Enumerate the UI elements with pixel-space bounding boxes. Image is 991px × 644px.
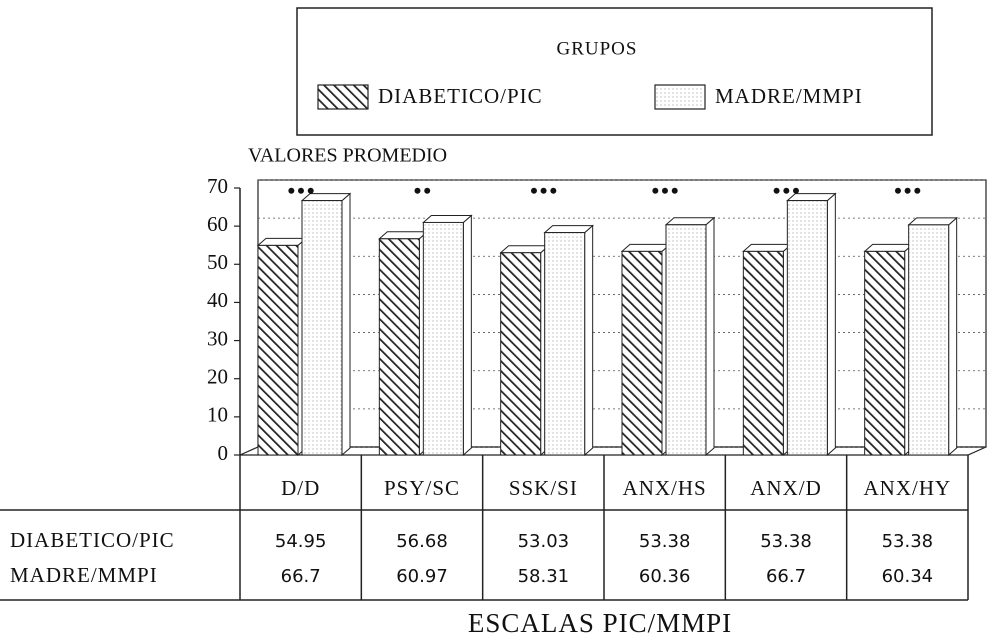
bar-top: [256, 237, 308, 246]
table-row-label: DIABETICO/PIC: [10, 528, 175, 552]
x-tick-label: D/D: [281, 476, 320, 500]
bar: [500, 252, 542, 456]
table-row-label: MADRE/MMPI: [10, 563, 158, 587]
bar-top: [620, 243, 672, 252]
table-cell: 53.38: [760, 531, 812, 552]
bar: [864, 250, 906, 456]
y-tick-label: 70: [207, 174, 228, 198]
bar-side: [462, 214, 472, 457]
bar: [621, 250, 663, 456]
bar-top: [422, 214, 473, 223]
table-cell: 66.7: [281, 566, 321, 587]
y-tick-label: 60: [207, 212, 228, 236]
bar-top: [742, 243, 793, 252]
legend-swatch: [654, 84, 706, 110]
x-tick-label: ANX/HY: [863, 476, 951, 500]
bar: [665, 224, 707, 456]
y-axis-label: VALORES PROMEDIO: [248, 145, 447, 167]
legend-label: DIABETICO/PIC: [378, 84, 543, 108]
bar-top: [499, 245, 550, 254]
bar-side: [948, 216, 958, 457]
bar: [742, 250, 784, 456]
table-cell: 60.97: [396, 566, 448, 587]
y-tick-label: 40: [207, 288, 228, 312]
bar-side: [705, 216, 715, 457]
y-tick-label: 20: [207, 365, 228, 389]
legend-title: GRUPOS: [557, 38, 638, 59]
bar: [786, 200, 828, 456]
annotation: ••: [414, 178, 433, 203]
bar-side: [826, 192, 836, 457]
x-tick-label: PSY/SC: [384, 476, 460, 500]
bar: [422, 221, 464, 456]
bar-top: [543, 225, 594, 234]
bar: [544, 232, 586, 456]
y-tick-label: 0: [218, 441, 229, 465]
table-cell: 66.7: [766, 566, 806, 587]
x-tick-label: SSK/SI: [509, 476, 578, 500]
legend-swatch: [317, 84, 369, 110]
bar-top: [863, 243, 914, 252]
bar-side: [584, 224, 594, 457]
annotation: •••: [287, 178, 316, 203]
table-cell: 54.95: [275, 531, 327, 552]
x-axis-label: ESCALAS PIC/MMPI: [468, 608, 732, 638]
bar: [257, 244, 299, 456]
bar-top: [664, 217, 716, 226]
bar: [378, 238, 420, 456]
table-cell: 53.03: [518, 531, 570, 552]
bar-top: [907, 217, 958, 226]
x-tick-label: ANX/D: [750, 476, 822, 500]
table-cell: 60.36: [639, 566, 691, 587]
bar-top: [378, 231, 429, 240]
table-cell: 56.68: [396, 531, 448, 552]
table-cell: 58.31: [518, 566, 570, 587]
x-tick-label: ANX/HS: [623, 476, 707, 500]
bar: [301, 200, 343, 456]
table-cell: 53.38: [882, 531, 934, 552]
annotation: •••: [773, 178, 802, 203]
annotation: •••: [894, 178, 923, 203]
table-cell: 60.34: [882, 566, 934, 587]
legend-label: MADRE/MMPI: [715, 84, 863, 108]
bar-side: [341, 192, 351, 457]
legend-box: [296, 7, 933, 136]
annotation: •••: [651, 178, 680, 203]
bar: [908, 224, 950, 456]
table-cell: 53.38: [639, 531, 691, 552]
annotation: •••: [530, 178, 559, 203]
y-tick-label: 10: [207, 403, 228, 427]
y-tick-label: 30: [207, 326, 228, 350]
y-tick-label: 50: [207, 250, 228, 274]
